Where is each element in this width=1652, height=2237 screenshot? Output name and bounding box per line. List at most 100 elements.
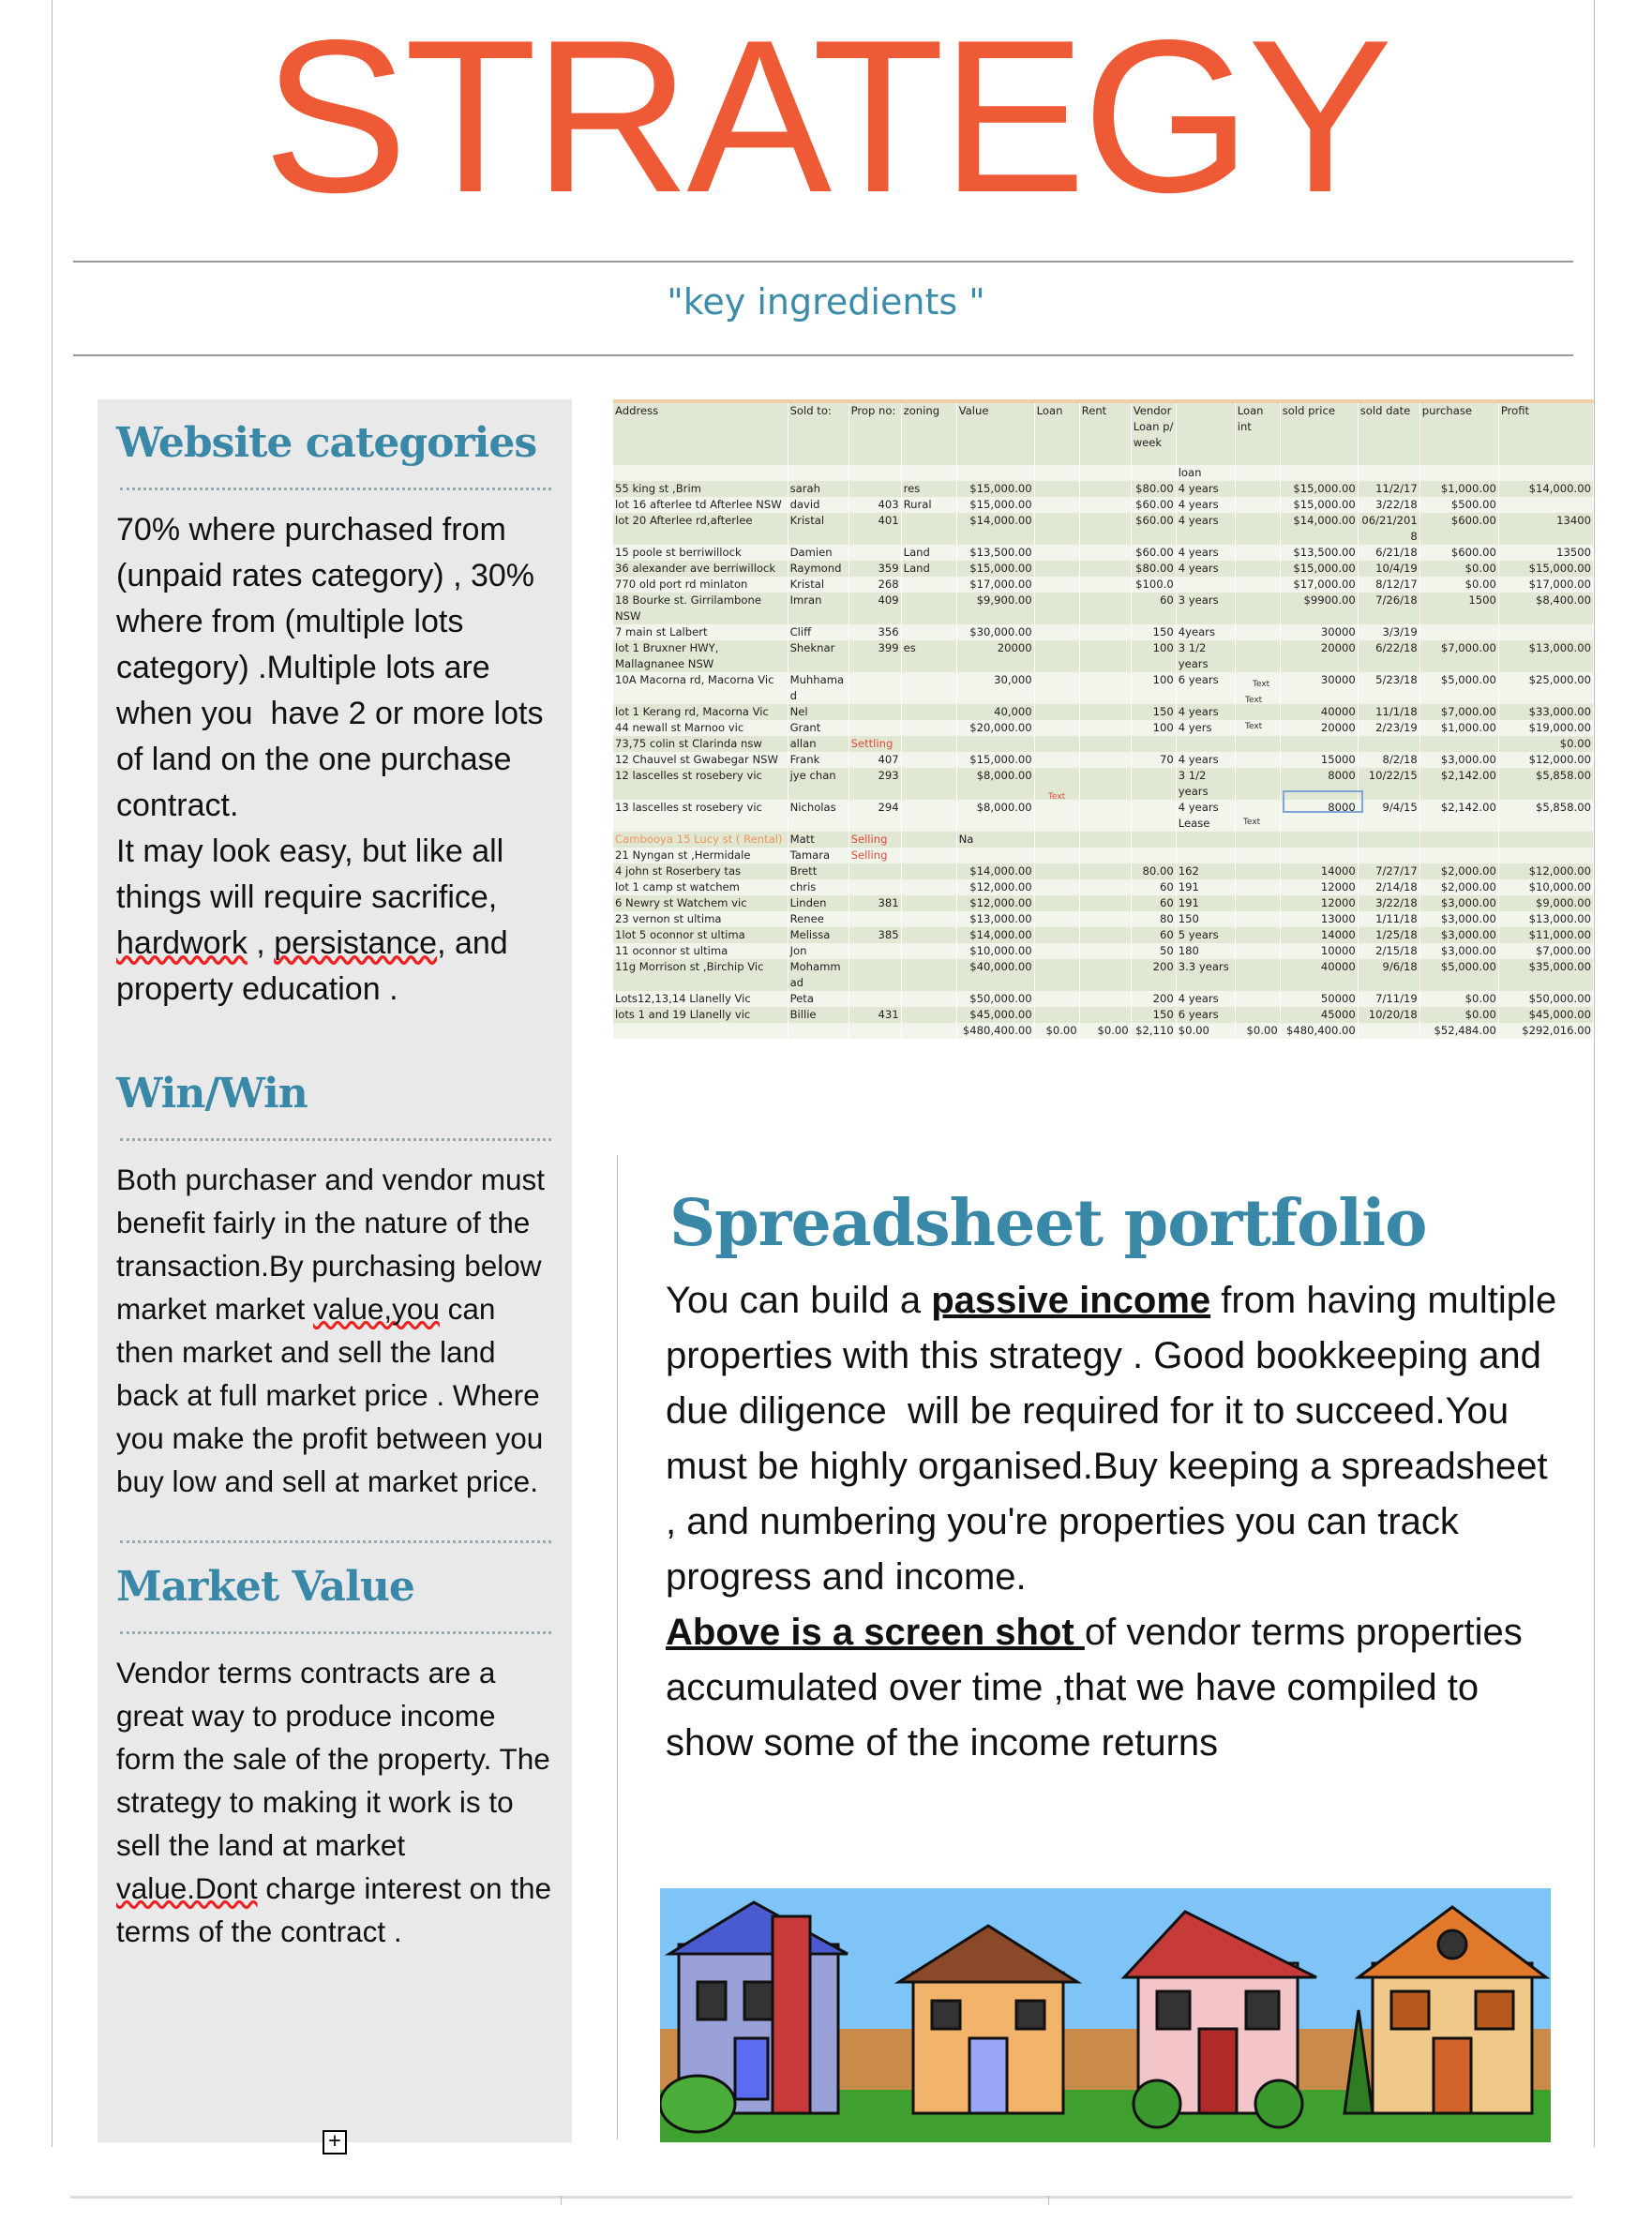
table-cell[interactable] [1079, 672, 1132, 704]
table-cell[interactable]: 50 [1131, 943, 1177, 959]
table-cell[interactable]: es [901, 640, 957, 672]
table-cell[interactable] [1419, 848, 1499, 863]
table-cell[interactable]: 18 Bourke st. Girrilambone NSW [613, 593, 788, 624]
table-cell[interactable] [1034, 1007, 1080, 1023]
table-cell[interactable]: $50,000.00 [956, 991, 1035, 1007]
table-cell[interactable]: $14,000.00 [956, 927, 1035, 943]
table-cell[interactable]: 191 [1176, 879, 1236, 895]
table-cell[interactable]: 293 [849, 768, 902, 800]
table-cell[interactable]: Brett [788, 863, 849, 879]
table-cell[interactable] [901, 1023, 957, 1039]
table-cell[interactable] [849, 943, 902, 959]
table-cell[interactable]: 20000 [956, 640, 1035, 672]
table-cell[interactable] [1079, 561, 1132, 577]
table-cell[interactable] [1280, 848, 1359, 863]
table-cell[interactable] [849, 1023, 902, 1039]
table-cell[interactable] [1034, 800, 1080, 832]
table-cell[interactable] [1034, 879, 1080, 895]
table-cell[interactable] [1079, 895, 1132, 911]
table-cell[interactable] [1235, 927, 1281, 943]
table-cell[interactable]: Kristal [788, 577, 849, 593]
table-cell[interactable]: 11/2/17 [1358, 481, 1420, 497]
table-cell[interactable]: Frank [788, 752, 849, 768]
table-cell[interactable] [1235, 959, 1281, 991]
table-cell[interactable]: $13,500.00 [956, 545, 1035, 561]
table-cell[interactable]: 431 [849, 1007, 902, 1023]
table-cell[interactable]: 30000 [1280, 624, 1359, 640]
table-cell[interactable] [1235, 736, 1281, 752]
table-cell[interactable]: Loan [1034, 403, 1080, 465]
table-cell[interactable]: 162 [1176, 863, 1236, 879]
table-cell[interactable] [613, 1023, 788, 1039]
table-cell[interactable] [1079, 497, 1132, 513]
table-cell[interactable] [1034, 624, 1080, 640]
table-cell[interactable] [901, 959, 957, 991]
table-cell[interactable]: 10A Macorna rd, Macorna Vic [613, 672, 788, 704]
table-cell[interactable]: $13,000.00 [956, 911, 1035, 927]
table-cell[interactable] [1235, 593, 1281, 624]
table-cell[interactable]: Cliff [788, 624, 849, 640]
table-cell[interactable]: 150 [1131, 624, 1177, 640]
table-cell[interactable] [1235, 720, 1281, 736]
table-cell[interactable] [613, 465, 788, 481]
table-cell[interactable]: $9900.00 [1280, 593, 1359, 624]
table-cell[interactable]: lots 1 and 19 Llanelly vic [613, 1007, 788, 1023]
table-cell[interactable] [901, 720, 957, 736]
table-cell[interactable]: 407 [849, 752, 902, 768]
table-cell[interactable]: $19,000.00 [1498, 720, 1595, 736]
table-cell[interactable]: $600.00 [1419, 545, 1499, 561]
table-cell[interactable] [901, 927, 957, 943]
table-cell[interactable]: $0.00 [1419, 1007, 1499, 1023]
table-cell[interactable]: $45,000.00 [1498, 1007, 1595, 1023]
table-cell[interactable]: purchase [1419, 403, 1499, 465]
table-cell[interactable]: 50000 [1280, 991, 1359, 1007]
table-cell[interactable] [1358, 736, 1420, 752]
table-cell[interactable]: $8,400.00 [1498, 593, 1595, 624]
table-cell[interactable]: 36 alexander ave berriwillock [613, 561, 788, 577]
table-cell[interactable]: 2/23/19 [1358, 720, 1420, 736]
table-cell[interactable]: lot 1 Kerang rd, Macorna Vic [613, 704, 788, 720]
table-cell[interactable] [1358, 465, 1420, 481]
table-cell[interactable]: lot 1 Bruxner HWY, Mallagnanee NSW [613, 640, 788, 672]
table-cell[interactable] [1079, 927, 1132, 943]
table-cell[interactable] [1034, 863, 1080, 879]
table-cell[interactable]: $80.00 [1131, 561, 1177, 577]
table-cell[interactable]: $1,000.00 [1419, 720, 1499, 736]
table-cell[interactable]: Damien [788, 545, 849, 561]
table-cell[interactable]: $10,000.00 [956, 943, 1035, 959]
table-cell[interactable] [1235, 848, 1281, 863]
table-cell[interactable]: 3 1/2 years [1176, 768, 1236, 800]
table-cell[interactable]: Melissa [788, 927, 849, 943]
table-cell[interactable] [1235, 640, 1281, 672]
table-cell[interactable]: 1/11/18 [1358, 911, 1420, 927]
table-cell[interactable] [956, 465, 1035, 481]
table-cell[interactable] [788, 1023, 849, 1039]
table-cell[interactable]: 6 years [1176, 1007, 1236, 1023]
table-cell[interactable]: 6 years [1176, 672, 1236, 704]
table-cell[interactable]: 2/14/18 [1358, 879, 1420, 895]
table-cell[interactable]: 180 [1176, 943, 1236, 959]
table-cell[interactable]: 40,000 [956, 704, 1035, 720]
table-cell[interactable]: 356 [849, 624, 902, 640]
table-cell[interactable]: sold price [1280, 403, 1359, 465]
table-cell[interactable]: 4years [1176, 624, 1236, 640]
table-cell[interactable]: 13 lascelles st rosebery vic [613, 800, 788, 832]
table-cell[interactable]: $12,000.00 [1498, 752, 1595, 768]
table-cell[interactable]: Tamara [788, 848, 849, 863]
table-cell[interactable] [1131, 465, 1177, 481]
table-cell[interactable]: Sold to: [788, 403, 849, 465]
table-cell[interactable]: 20000 [1280, 720, 1359, 736]
table-cell[interactable]: 7/27/17 [1358, 863, 1420, 879]
table-cell[interactable]: $17,000.00 [956, 577, 1035, 593]
table-cell[interactable] [1034, 497, 1080, 513]
table-cell[interactable]: 73,75 colin st Clarinda nsw [613, 736, 788, 752]
table-cell[interactable]: 4 john st Roserbery tas [613, 863, 788, 879]
table-cell[interactable]: $292,016.00 [1498, 1023, 1595, 1039]
table-cell[interactable]: Nel [788, 704, 849, 720]
table-cell[interactable]: 15000 [1280, 752, 1359, 768]
table-cell[interactable]: 45000 [1280, 1007, 1359, 1023]
table-cell[interactable] [1034, 465, 1080, 481]
table-cell[interactable] [1034, 672, 1080, 704]
table-cell[interactable]: Address [613, 403, 788, 465]
table-cell[interactable]: Billie [788, 1007, 849, 1023]
